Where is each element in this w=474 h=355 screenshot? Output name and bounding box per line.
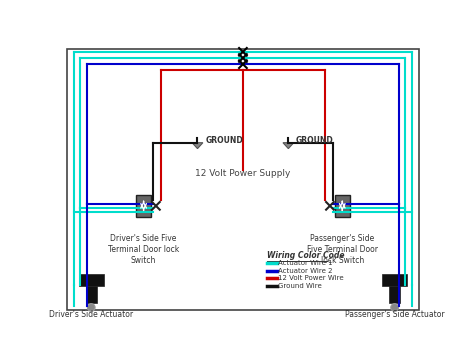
Text: 12 Volt Power Wire: 12 Volt Power Wire	[278, 275, 344, 281]
Text: Driver's Side Actuator: Driver's Side Actuator	[49, 310, 133, 319]
Text: Wiring Color Code: Wiring Color Code	[267, 251, 344, 260]
Polygon shape	[283, 143, 294, 149]
Text: Passenger's Side
Five Terminal Door
lock Switch: Passenger's Side Five Terminal Door lock…	[307, 234, 378, 265]
Circle shape	[391, 304, 399, 311]
Text: Passenger's Side Actuator: Passenger's Side Actuator	[345, 310, 445, 319]
Bar	[383, 274, 407, 286]
Text: 12 Volt Power Supply: 12 Volt Power Supply	[195, 169, 291, 178]
Polygon shape	[192, 143, 203, 149]
Bar	[79, 274, 103, 286]
Bar	[389, 286, 400, 303]
Text: Actuator Wire 1: Actuator Wire 1	[278, 260, 333, 266]
Text: Ground Wire: Ground Wire	[278, 283, 322, 289]
Text: GROUND: GROUND	[296, 136, 334, 145]
Bar	[335, 195, 350, 217]
Text: Actuator Wire 2: Actuator Wire 2	[278, 268, 333, 273]
Circle shape	[87, 304, 95, 311]
Text: GROUND: GROUND	[205, 136, 243, 145]
Text: Driver's Side Five
Terminal Door lock
Switch: Driver's Side Five Terminal Door lock Sw…	[108, 234, 179, 265]
Bar	[86, 286, 97, 303]
Bar	[136, 195, 151, 217]
